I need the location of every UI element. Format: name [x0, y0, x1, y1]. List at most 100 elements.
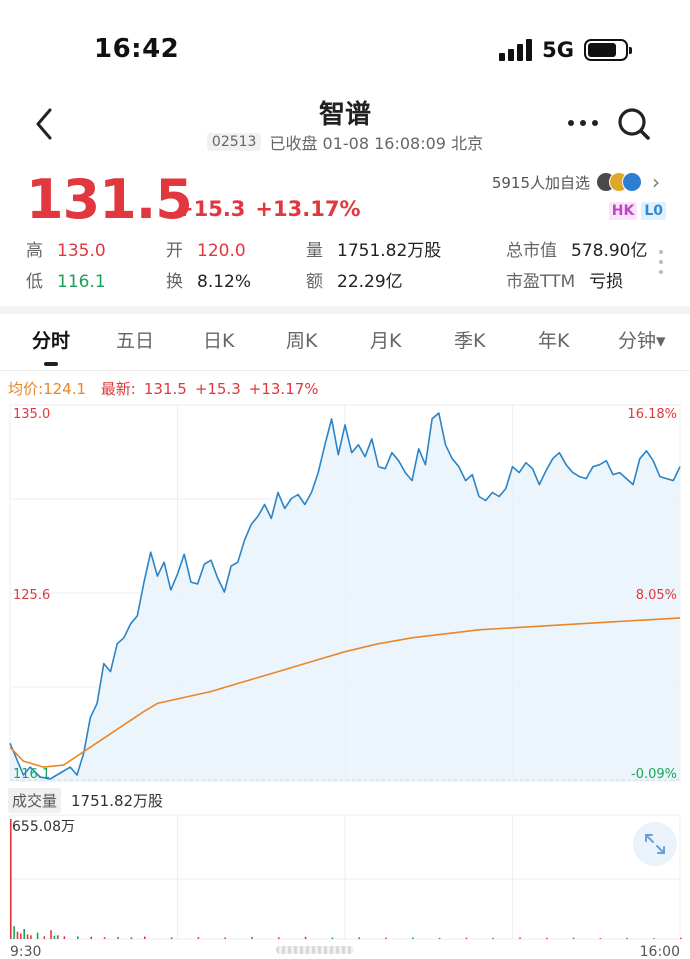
y-pct-tick-label: -0.09%	[631, 767, 677, 782]
tabs-divider	[0, 370, 690, 371]
stat-pe-ttm: 市盈TTM 亏损	[506, 272, 624, 292]
y-pct-tick-label: 16.18%	[627, 407, 677, 422]
volume-bar	[599, 938, 602, 939]
volume-bar	[519, 937, 521, 939]
volume-bar	[438, 937, 441, 939]
volume-bar	[465, 937, 468, 939]
stock-subtitle: 02513 已收盘 01-08 16:08:09 北京	[0, 130, 690, 154]
volume-bar	[412, 937, 414, 939]
volume-total: 1751.82万股	[71, 791, 164, 810]
watchers-count: 5915人加自选	[491, 173, 590, 192]
stock-code: 02513	[206, 133, 262, 151]
legend-avg: 均价:124.1	[8, 380, 87, 398]
volume-max-label: 655.08万	[12, 819, 75, 835]
avg-series-line	[9, 617, 681, 768]
back-button[interactable]	[28, 104, 64, 144]
network-type: 5G	[542, 38, 574, 62]
price-series-line	[9, 412, 681, 780]
legend-latest: 最新: 131.5 +15.3 +13.17%	[100, 380, 319, 398]
status-bar: 16:42 5G	[0, 0, 690, 90]
time-axis-start: 9:30	[10, 944, 42, 959]
market-tags: HK L0	[608, 202, 666, 220]
volume-bar	[385, 937, 387, 939]
tab-minute[interactable]: 分钟▾	[618, 330, 666, 352]
search-button[interactable]	[614, 104, 654, 144]
volume-bar	[358, 937, 360, 939]
y-tick-label: 125.6	[13, 588, 50, 603]
volume-bar	[170, 937, 173, 939]
volume-label: 成交量	[8, 787, 62, 813]
section-divider	[0, 306, 690, 314]
volume-bar	[680, 937, 682, 939]
volume-bar	[117, 937, 119, 939]
volume-bar	[197, 937, 200, 939]
volume-bar	[130, 937, 133, 939]
more-button[interactable]	[564, 108, 604, 138]
stat-market-cap: 总市值 578.90亿	[506, 241, 648, 261]
expand-chart-button[interactable]	[633, 822, 677, 866]
stat-low: 低 116.1	[26, 272, 106, 292]
volume-chart[interactable]: 655.08万	[0, 813, 690, 940]
stat-volume: 量 1751.82万股	[306, 241, 442, 261]
stat-high: 高 135.0	[26, 241, 106, 261]
tab-intraday[interactable]: 分时	[32, 330, 71, 352]
volume-bar	[653, 938, 655, 939]
tab-quarterly-k[interactable]: 季K	[454, 330, 486, 352]
volume-bar	[304, 936, 307, 939]
y-tick-label: 116.1	[13, 767, 50, 782]
watcher-avatars	[596, 172, 642, 192]
avatar	[622, 172, 642, 192]
volume-bar	[26, 934, 29, 939]
volume-bar	[30, 935, 32, 939]
tab-five-day[interactable]: 五日	[116, 330, 155, 352]
change-percent: +13.17%	[255, 197, 361, 221]
market-tag-hk: HK	[608, 202, 638, 220]
price-change: +15.3 +13.17%	[176, 197, 360, 221]
market-status: 已收盘 01-08 16:08:09 北京	[269, 134, 484, 153]
volume-bar	[626, 937, 628, 939]
volume-bar	[53, 935, 56, 939]
quote-stats: 高 135.0 开 120.0 量 1751.82万股 总市值 578.90亿 低 116…	[26, 236, 666, 296]
more-dots-icon	[568, 120, 598, 126]
change-amount: +15.3	[176, 197, 246, 221]
battery-icon	[584, 39, 632, 61]
chevron-right-icon: ›	[652, 170, 660, 194]
expand-icon	[645, 834, 665, 854]
tab-weekly-k[interactable]: 周K	[286, 330, 318, 352]
y-pct-tick-label: 8.05%	[636, 588, 677, 603]
signal-icon	[499, 39, 533, 61]
volume-bar	[36, 932, 39, 939]
tab-daily-k[interactable]: 日K	[203, 330, 235, 352]
tab-yearly-k[interactable]: 年K	[538, 330, 570, 352]
volume-bar	[331, 937, 334, 939]
status-time: 16:42	[94, 34, 180, 64]
search-icon	[618, 108, 650, 140]
volume-bar	[50, 930, 52, 939]
volume-bar	[278, 937, 280, 939]
chart-tabs: 分时 五日 日K 周K 月K 季K 年K 分钟▾	[0, 326, 690, 366]
volume-bar	[77, 936, 79, 939]
page-title: 智谱	[318, 100, 371, 130]
volume-bar	[16, 931, 19, 939]
price-area-fill	[10, 413, 680, 781]
chevron-left-icon	[36, 108, 52, 140]
volume-bar	[144, 936, 146, 939]
market-tag-level: L0	[641, 202, 666, 220]
y-tick-label: 135.0	[13, 407, 50, 422]
active-tab-indicator	[44, 362, 58, 366]
tab-monthly-k[interactable]: 月K	[370, 330, 402, 352]
intraday-price-chart[interactable]: 135.0 16.18% 125.6 8.05% 116.1 -0.09%	[0, 400, 690, 786]
volume-bar	[224, 937, 226, 939]
volume-bar	[546, 937, 548, 939]
volume-bar	[251, 937, 253, 939]
stat-open: 开 120.0	[166, 241, 246, 261]
volume-bar	[20, 933, 22, 939]
more-stats-button[interactable]	[658, 250, 664, 278]
volume-bar	[13, 926, 15, 939]
watchlist-link[interactable]: 5915人加自选 ›	[492, 170, 660, 194]
chart-legend: 均价:124.1 最新: 131.5 +15.3 +13.17%	[8, 378, 327, 399]
status-icons: 5G	[499, 38, 632, 62]
volume-bar	[10, 819, 12, 939]
time-axis: 9:30 16:00	[0, 940, 690, 959]
volume-bar	[492, 937, 494, 939]
